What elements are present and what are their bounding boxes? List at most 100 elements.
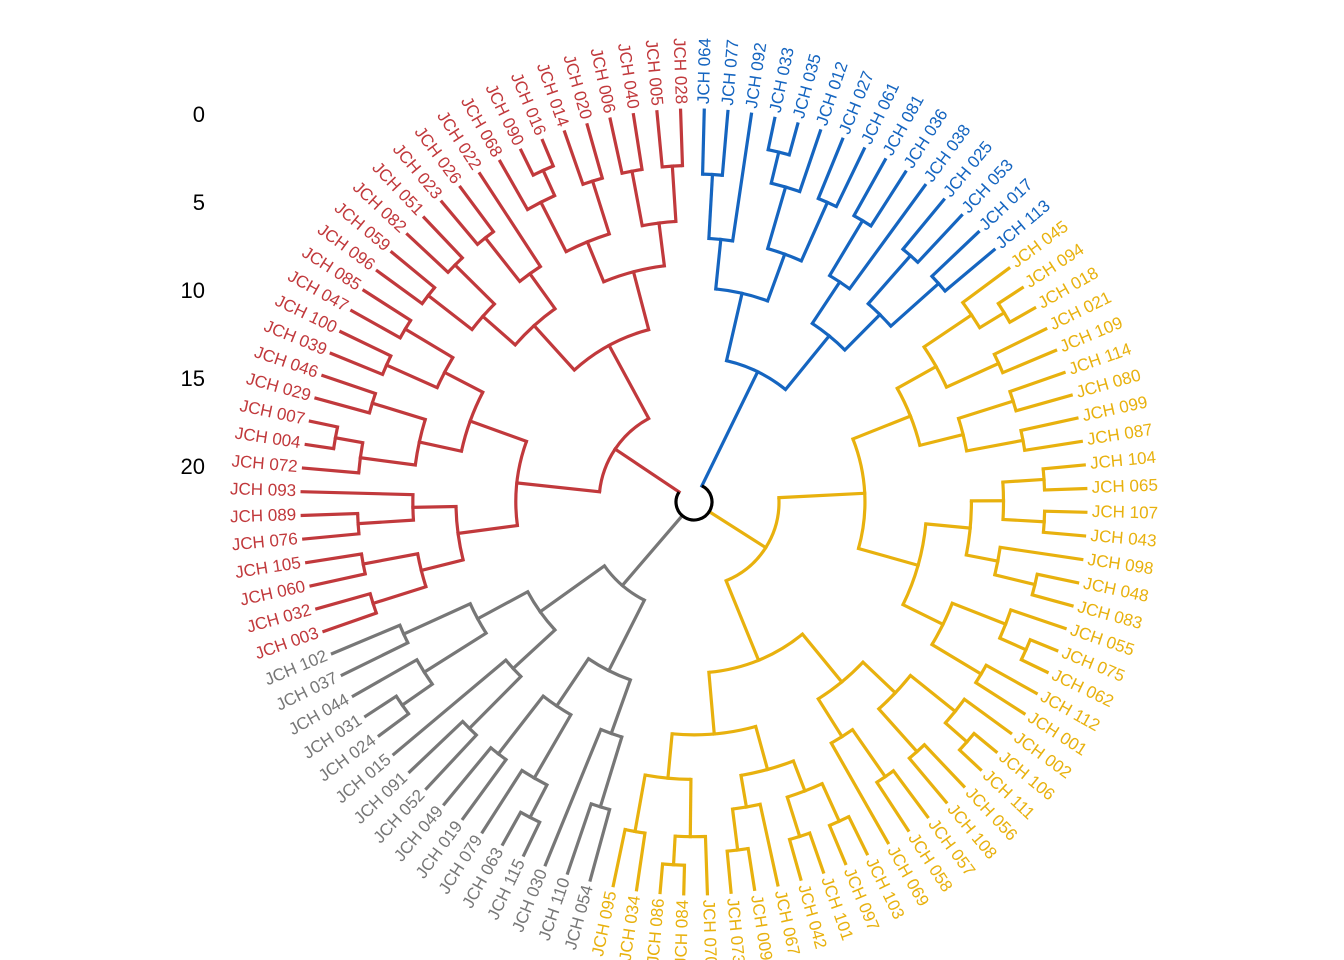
dendrogram-branch bbox=[783, 333, 832, 392]
dendrogram-branch bbox=[515, 481, 602, 494]
dendrogram-branch bbox=[973, 680, 1027, 716]
dendrogram-branch bbox=[950, 601, 1008, 627]
dendrogram-branch bbox=[370, 401, 428, 422]
dendrogram-branch bbox=[766, 116, 777, 152]
dendrogram-branch bbox=[541, 168, 557, 198]
dendrogram-branch bbox=[543, 727, 603, 867]
dendrogram-branch bbox=[827, 218, 865, 278]
dendrogram-branch bbox=[960, 266, 1012, 305]
axis-tick-label: 10 bbox=[180, 278, 205, 303]
dendrogram-branch bbox=[739, 773, 749, 809]
leaf-label: JCH 005 bbox=[642, 39, 667, 107]
dendrogram-branch bbox=[483, 235, 522, 284]
dendrogram-branch bbox=[834, 146, 867, 209]
leaf-label: JCH 009 bbox=[747, 894, 776, 960]
dendrogram-branch bbox=[611, 827, 627, 888]
dendrogram-branch bbox=[977, 310, 1007, 330]
dendrogram-branch bbox=[1030, 592, 1074, 608]
dendrogram-branch bbox=[942, 247, 997, 294]
leaf-label: JCH 034 bbox=[616, 894, 644, 960]
leaf-label: JCH 028 bbox=[670, 38, 691, 105]
dendrogram-branch bbox=[888, 281, 941, 329]
dendrogram-branch bbox=[562, 129, 585, 187]
dendrogram-branch bbox=[480, 768, 525, 835]
dendrogram-branch bbox=[405, 232, 451, 275]
dendrogram-branch bbox=[422, 630, 489, 675]
dendrogram-branch bbox=[467, 674, 524, 731]
dendrogram-branch bbox=[765, 252, 787, 303]
dendrogram-branch bbox=[797, 128, 823, 194]
dendrogram-branch bbox=[321, 611, 379, 634]
dendrogram-branch bbox=[460, 757, 509, 821]
dendrogram-branch bbox=[827, 823, 848, 866]
dendrogram-branch bbox=[351, 657, 420, 699]
dendrogram-branch bbox=[688, 777, 693, 839]
dendrogram-branch bbox=[1042, 486, 1088, 492]
dendrogram-branch bbox=[304, 552, 364, 565]
leaf-label: JCH 098 bbox=[1086, 550, 1154, 578]
dendrogram-branch bbox=[407, 719, 465, 775]
leaf-label: JCH 073 bbox=[723, 897, 748, 960]
dendrogram-branch bbox=[389, 249, 437, 290]
dendrogram-branch bbox=[531, 323, 577, 373]
dendrogram-branch bbox=[682, 863, 687, 896]
dendrogram-branch bbox=[1014, 393, 1074, 413]
dendrogram-branch bbox=[769, 150, 781, 186]
leaf-label: JCH 087 bbox=[1086, 420, 1154, 449]
cluster-stem bbox=[612, 446, 682, 495]
dendrogram-branch bbox=[441, 745, 494, 807]
dendrogram-branch bbox=[907, 756, 949, 805]
dendrogram-branch bbox=[1019, 657, 1050, 675]
dendrogram-branch bbox=[856, 546, 921, 568]
dendrogram-branch bbox=[850, 727, 888, 779]
dendrogram-branch bbox=[521, 820, 542, 858]
dendrogram-branch bbox=[851, 157, 888, 218]
dendrogram-branch bbox=[425, 293, 475, 332]
dendrogram-branch bbox=[943, 720, 970, 745]
dendrogram-branch bbox=[300, 511, 360, 518]
dendrogram-branch bbox=[765, 185, 788, 251]
dendrogram-branch bbox=[964, 438, 1025, 453]
dendrogram-branch bbox=[846, 814, 870, 856]
dendrogram-branch bbox=[384, 362, 440, 390]
dendrogram-branch bbox=[908, 673, 958, 714]
dendrogram-branch bbox=[401, 601, 473, 637]
dendrogram-branch bbox=[1028, 637, 1059, 653]
dendrogram-branch bbox=[537, 563, 607, 614]
dendrogram-branch bbox=[666, 732, 674, 780]
dendrogram-branch bbox=[361, 288, 413, 323]
dendrogram-branch bbox=[458, 184, 496, 234]
dendrogram-branch bbox=[992, 326, 1048, 357]
dendrogram-branch bbox=[630, 169, 645, 228]
dendrogram-branch bbox=[707, 670, 716, 736]
dendrogram-branch bbox=[724, 291, 744, 363]
dendrogram-branch bbox=[895, 364, 939, 391]
dendrogram-branch bbox=[984, 663, 1039, 696]
dendrogram-branch bbox=[302, 532, 361, 541]
leaf-label: JCH 077 bbox=[718, 39, 743, 107]
dendrogram-branch bbox=[799, 200, 830, 263]
dendrogram-branch bbox=[439, 199, 480, 247]
dendrogram-branch bbox=[787, 122, 800, 157]
dendrogram-branch bbox=[527, 782, 550, 820]
dendrogram-branch bbox=[900, 602, 946, 627]
dendrogram-branch bbox=[1041, 463, 1086, 471]
dendrogram-branch bbox=[1007, 305, 1037, 325]
dendrogram-branch bbox=[376, 711, 411, 738]
dendrogram-branch bbox=[585, 122, 605, 181]
dendrogram-branch bbox=[730, 807, 740, 852]
axis-tick-label: 15 bbox=[180, 366, 205, 391]
dendrogram-branch bbox=[725, 849, 733, 894]
dendrogram-branch bbox=[371, 584, 428, 606]
dendrogram-branch bbox=[500, 810, 523, 847]
dendrogram-branch bbox=[847, 183, 928, 292]
dendrogram-branch bbox=[1007, 370, 1067, 394]
dendrogram-branch bbox=[329, 351, 385, 377]
dendrogram-branch bbox=[713, 237, 723, 291]
dendrogram-branch bbox=[606, 343, 651, 421]
dendrogram-branch bbox=[554, 656, 591, 709]
dendrogram-branch bbox=[468, 418, 529, 444]
dendrogram-branch bbox=[358, 455, 418, 467]
dendrogram-branch bbox=[1022, 439, 1084, 453]
